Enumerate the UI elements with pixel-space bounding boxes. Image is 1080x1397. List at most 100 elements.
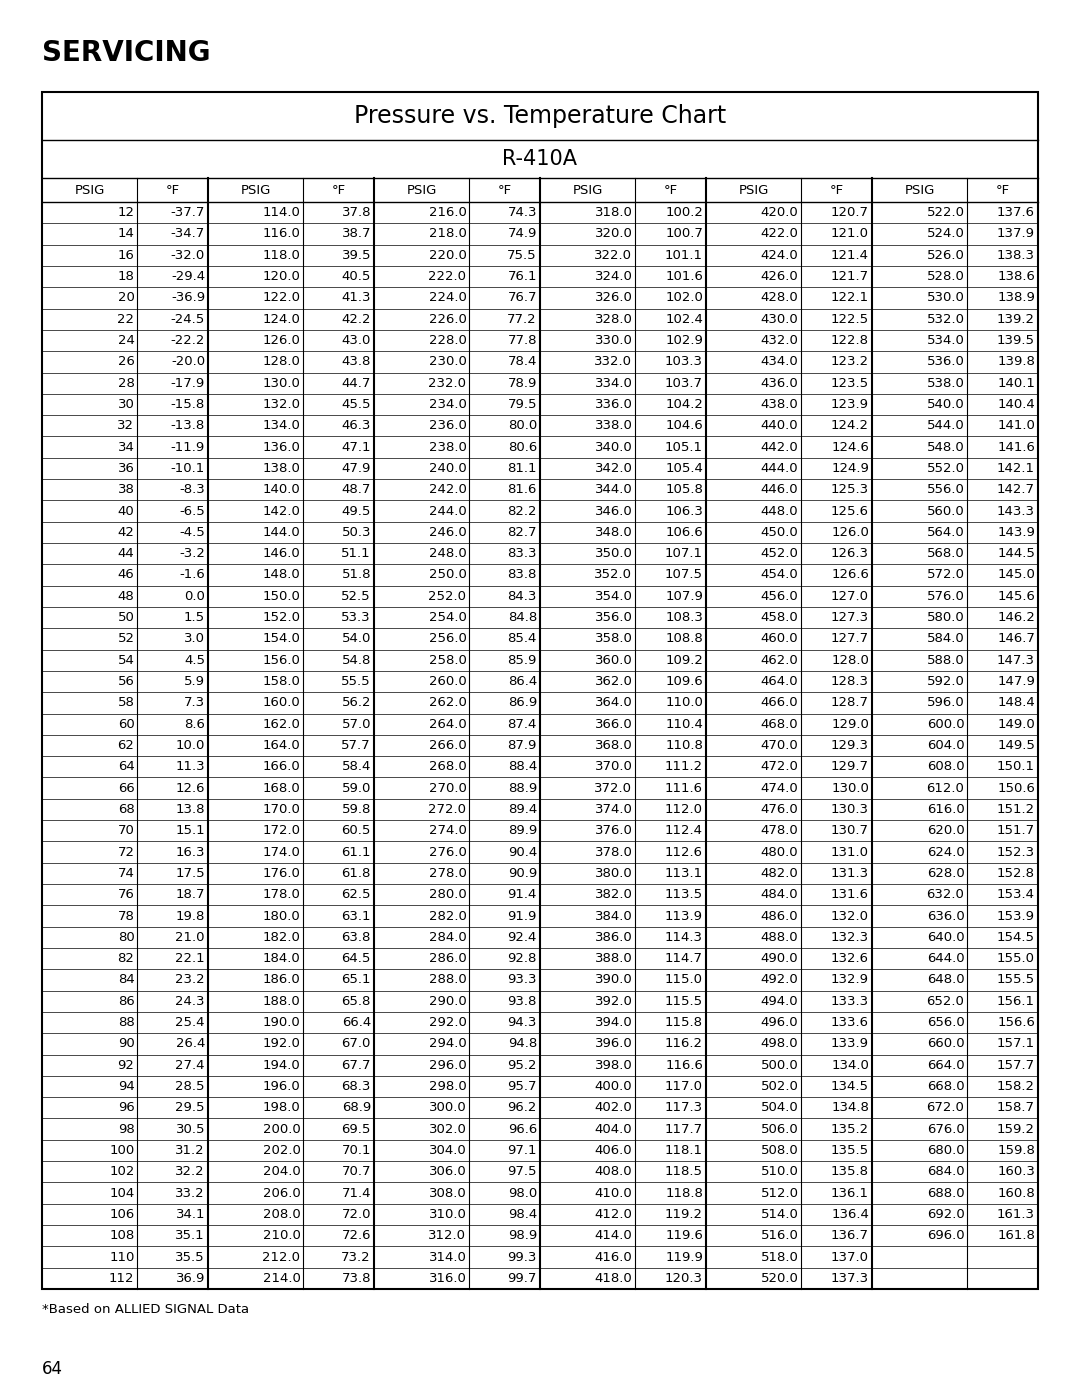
Text: 14: 14: [118, 228, 134, 240]
Text: 196.0: 196.0: [262, 1080, 300, 1092]
Text: 87.4: 87.4: [508, 718, 537, 731]
Text: 81.6: 81.6: [508, 483, 537, 496]
Text: 51.1: 51.1: [341, 548, 372, 560]
Text: 684.0: 684.0: [927, 1165, 964, 1178]
Text: 35.1: 35.1: [175, 1229, 205, 1242]
Text: 96.6: 96.6: [508, 1123, 537, 1136]
Text: 528.0: 528.0: [927, 270, 964, 284]
Text: 180.0: 180.0: [262, 909, 300, 922]
Text: 47.1: 47.1: [341, 440, 372, 454]
Text: 152.0: 152.0: [262, 610, 300, 624]
Text: 114.0: 114.0: [262, 207, 300, 219]
Text: 600.0: 600.0: [927, 718, 964, 731]
Text: 43.0: 43.0: [341, 334, 372, 346]
Text: 85.4: 85.4: [508, 633, 537, 645]
Text: 159.2: 159.2: [997, 1123, 1035, 1136]
Text: 117.7: 117.7: [665, 1123, 703, 1136]
Text: 504.0: 504.0: [760, 1101, 798, 1115]
Text: 644.0: 644.0: [927, 953, 964, 965]
Text: 44.7: 44.7: [341, 377, 372, 390]
Text: 133.3: 133.3: [831, 995, 869, 1007]
Text: 67.7: 67.7: [341, 1059, 372, 1071]
Text: 134.0: 134.0: [262, 419, 300, 432]
Text: 198.0: 198.0: [262, 1101, 300, 1115]
Text: 137.6: 137.6: [997, 207, 1035, 219]
Text: 106: 106: [109, 1208, 134, 1221]
Text: 75.5: 75.5: [508, 249, 537, 261]
Text: 109.2: 109.2: [665, 654, 703, 666]
Text: 5.9: 5.9: [184, 675, 205, 689]
Text: 127.3: 127.3: [831, 610, 869, 624]
Text: 368.0: 368.0: [595, 739, 633, 752]
Text: 93.8: 93.8: [508, 995, 537, 1007]
Text: 150.6: 150.6: [997, 782, 1035, 795]
Text: 378.0: 378.0: [595, 845, 633, 859]
Text: 56: 56: [118, 675, 134, 689]
Text: 160.3: 160.3: [997, 1165, 1035, 1178]
Text: 192.0: 192.0: [262, 1038, 300, 1051]
Text: 326.0: 326.0: [595, 292, 633, 305]
Text: 332.0: 332.0: [594, 355, 633, 369]
Text: 214.0: 214.0: [262, 1271, 300, 1285]
Text: 506.0: 506.0: [760, 1123, 798, 1136]
Text: 242.0: 242.0: [429, 483, 467, 496]
Text: 54.8: 54.8: [341, 654, 372, 666]
Text: 500.0: 500.0: [760, 1059, 798, 1071]
Text: -37.7: -37.7: [171, 207, 205, 219]
Text: 34: 34: [118, 440, 134, 454]
Text: 256.0: 256.0: [429, 633, 467, 645]
Text: 286.0: 286.0: [429, 953, 467, 965]
Text: 37.8: 37.8: [341, 207, 372, 219]
Text: 98.0: 98.0: [508, 1186, 537, 1200]
Text: 246.0: 246.0: [429, 525, 467, 539]
Text: 382.0: 382.0: [595, 888, 633, 901]
Text: 111.6: 111.6: [665, 782, 703, 795]
Text: 450.0: 450.0: [760, 525, 798, 539]
Text: 132.0: 132.0: [262, 398, 300, 411]
Text: 56.2: 56.2: [341, 696, 372, 710]
Text: 218.0: 218.0: [429, 228, 467, 240]
Text: PSIG: PSIG: [406, 183, 437, 197]
Text: 386.0: 386.0: [595, 930, 633, 944]
Text: 119.9: 119.9: [665, 1250, 703, 1263]
Text: 412.0: 412.0: [595, 1208, 633, 1221]
Text: 30.5: 30.5: [175, 1123, 205, 1136]
Text: 7.3: 7.3: [184, 696, 205, 710]
Text: 442.0: 442.0: [760, 440, 798, 454]
Text: 70: 70: [118, 824, 134, 837]
Text: 141.0: 141.0: [997, 419, 1035, 432]
Text: 89.4: 89.4: [508, 803, 537, 816]
Text: 384.0: 384.0: [595, 909, 633, 922]
Text: 402.0: 402.0: [595, 1101, 633, 1115]
Text: -4.5: -4.5: [179, 525, 205, 539]
Text: 422.0: 422.0: [760, 228, 798, 240]
Text: PSIG: PSIG: [241, 183, 271, 197]
Text: 102: 102: [109, 1165, 134, 1178]
Text: 30: 30: [118, 398, 134, 411]
Text: 288.0: 288.0: [429, 974, 467, 986]
Text: 292.0: 292.0: [429, 1016, 467, 1030]
Text: 99.7: 99.7: [508, 1271, 537, 1285]
Text: 150.1: 150.1: [997, 760, 1035, 774]
Text: 11.3: 11.3: [175, 760, 205, 774]
Text: 212.0: 212.0: [262, 1250, 300, 1263]
Text: 160.0: 160.0: [262, 696, 300, 710]
Text: 632.0: 632.0: [927, 888, 964, 901]
Text: 126.6: 126.6: [832, 569, 869, 581]
Text: 520.0: 520.0: [760, 1271, 798, 1285]
Text: PSIG: PSIG: [905, 183, 935, 197]
Text: 131.3: 131.3: [831, 868, 869, 880]
Text: 398.0: 398.0: [595, 1059, 633, 1071]
Text: 656.0: 656.0: [927, 1016, 964, 1030]
Text: 216.0: 216.0: [429, 207, 467, 219]
Text: 484.0: 484.0: [760, 888, 798, 901]
Text: 680.0: 680.0: [927, 1144, 964, 1157]
Text: 109.6: 109.6: [665, 675, 703, 689]
Text: 86: 86: [118, 995, 134, 1007]
Text: 116.2: 116.2: [665, 1038, 703, 1051]
Text: 34.1: 34.1: [175, 1208, 205, 1221]
Text: 176.0: 176.0: [262, 868, 300, 880]
Text: 119.6: 119.6: [665, 1229, 703, 1242]
Text: 154.5: 154.5: [997, 930, 1035, 944]
Text: 152.8: 152.8: [997, 868, 1035, 880]
